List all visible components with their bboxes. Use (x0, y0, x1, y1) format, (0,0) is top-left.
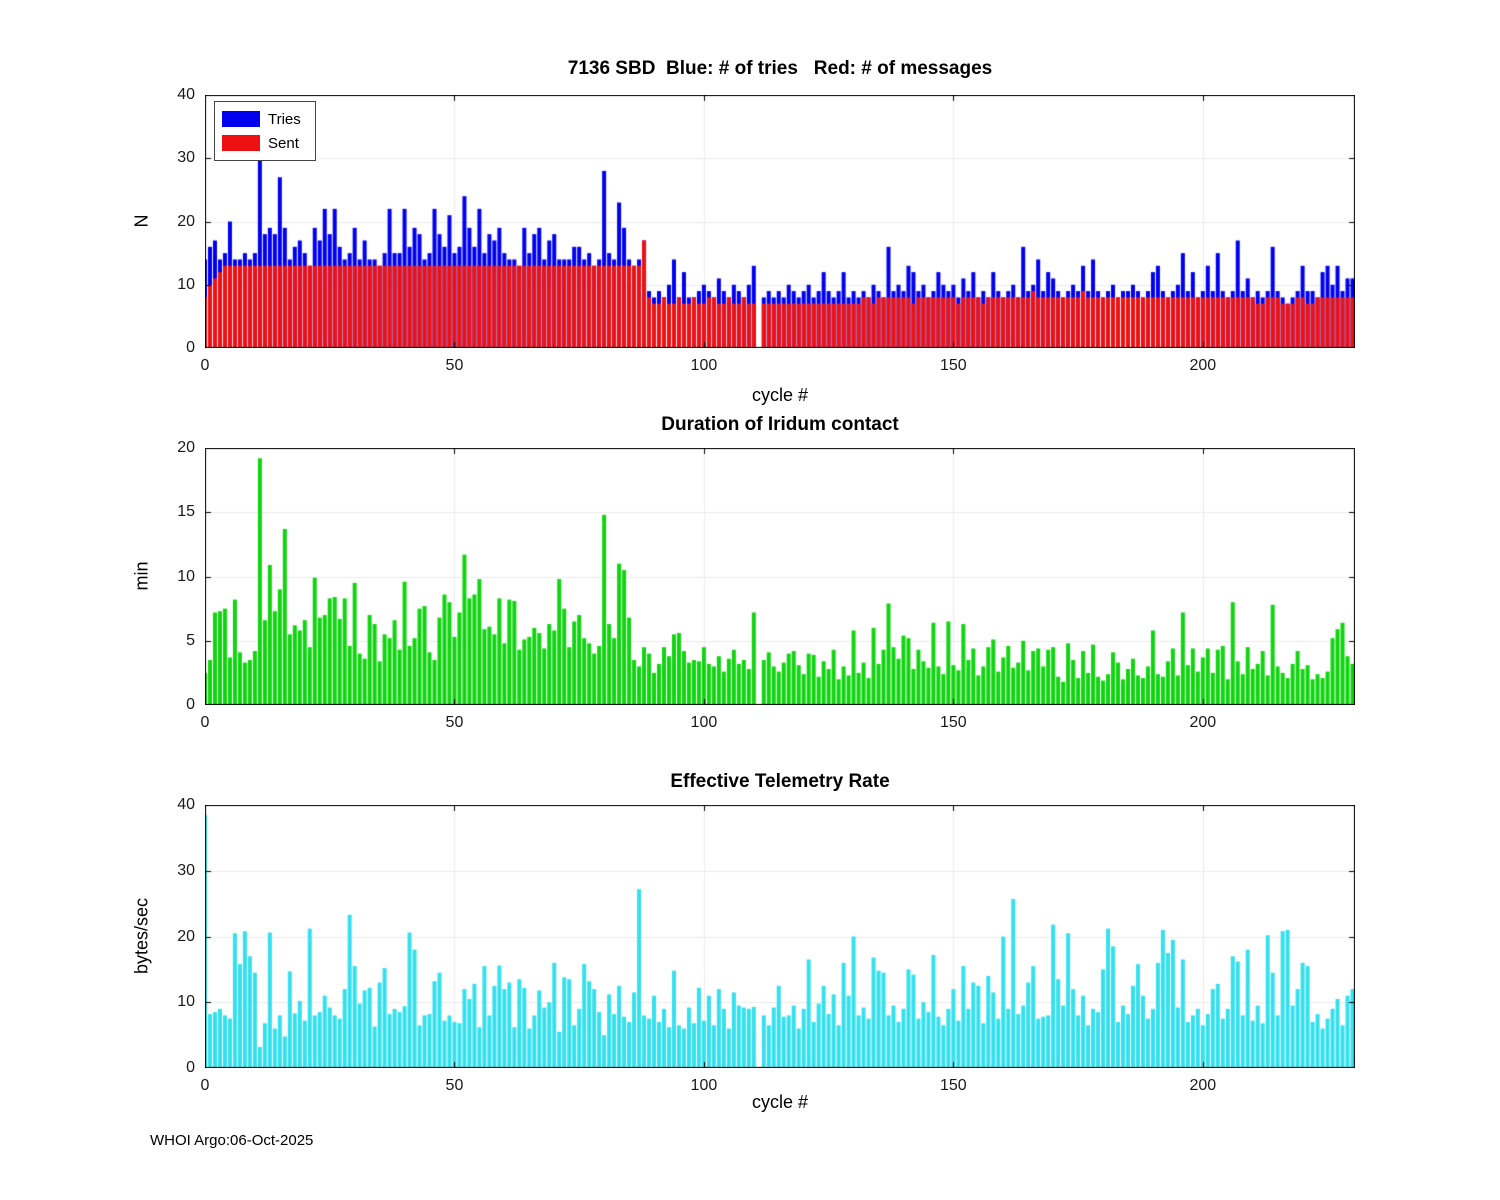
y-tick-label: 10 (177, 567, 195, 585)
telemetry-plot (205, 805, 1355, 1068)
legend: Tries Sent (214, 101, 316, 161)
x-tick-label: 200 (1189, 357, 1217, 374)
x-tick-label: 100 (690, 357, 718, 374)
x-tick-label: 150 (940, 714, 967, 731)
y-axis-label-min: min (131, 561, 152, 591)
x-tick-label: 0 (200, 714, 210, 731)
chart-title-tries-sent: 7136 SBD Blue: # of tries Red: # of mess… (567, 58, 993, 79)
tries-color-swatch (222, 111, 260, 127)
footer-timestamp: WHOI Argo:06-Oct-2025 (150, 1132, 314, 1149)
legend-entry-sent: Sent (222, 131, 301, 155)
x-tick-label: 200 (1189, 714, 1217, 731)
x-tick-label: 100 (690, 1077, 718, 1094)
x-axis-label-cycle-top: cycle # (751, 385, 809, 405)
y-tick-label: 30 (177, 149, 195, 167)
y-axis-label-bytes-sec: bytes/sec (131, 897, 152, 975)
y-tick-label: 20 (177, 212, 195, 230)
y-tick-label: 20 (177, 927, 195, 945)
y-tick-label: 0 (186, 339, 195, 356)
legend-entry-tries: Tries (222, 107, 301, 131)
x-tick-label: 150 (940, 1077, 967, 1094)
tries-sent-plot (205, 95, 1355, 348)
x-tick-label: 50 (445, 357, 464, 374)
legend-label-tries: Tries (268, 110, 301, 128)
x-tick-label: 200 (1189, 1077, 1217, 1094)
sent-color-swatch (222, 135, 260, 151)
duration-plot (205, 448, 1355, 705)
legend-label-sent: Sent (268, 134, 299, 152)
y-tick-label: 30 (177, 861, 195, 879)
y-tick-label: 0 (186, 1059, 195, 1076)
chart-title-telemetry: Effective Telemetry Rate (670, 771, 890, 792)
x-axis-label-cycle-bottom: cycle # (751, 1092, 809, 1112)
x-tick-label: 50 (445, 714, 464, 731)
x-tick-label: 100 (690, 714, 718, 731)
y-tick-label: 15 (177, 503, 195, 521)
y-tick-label: 0 (186, 696, 195, 713)
x-tick-label: 0 (200, 357, 210, 374)
y-tick-label: 20 (177, 439, 195, 456)
y-axis-label-n: N (131, 214, 152, 228)
y-tick-label: 5 (186, 631, 195, 649)
x-tick-label: 0 (200, 1077, 210, 1094)
chart-title-duration: Duration of Iridum contact (661, 414, 899, 435)
y-tick-label: 40 (177, 86, 195, 103)
y-tick-label: 10 (177, 993, 195, 1011)
x-tick-label: 50 (445, 1077, 464, 1094)
y-tick-label: 40 (177, 796, 195, 813)
x-tick-label: 150 (940, 357, 967, 374)
y-tick-label: 10 (177, 275, 195, 293)
